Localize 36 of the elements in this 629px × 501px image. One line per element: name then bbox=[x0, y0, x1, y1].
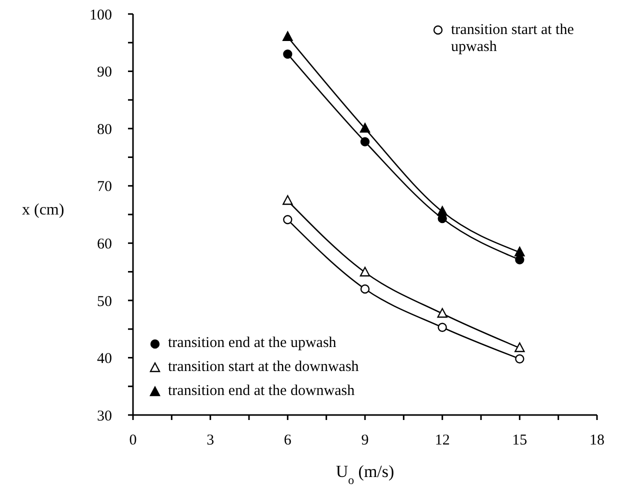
y-tick-label: 100 bbox=[90, 7, 112, 24]
x-tick-label: 6 bbox=[284, 432, 292, 449]
point bbox=[515, 255, 524, 264]
legend-label: transition start at the upwash bbox=[451, 22, 575, 56]
y-tick-label: 40 bbox=[97, 351, 112, 368]
x-tick-label: 3 bbox=[206, 432, 214, 449]
x-tick-label: 12 bbox=[434, 432, 450, 449]
point bbox=[360, 137, 370, 146]
point bbox=[437, 206, 448, 216]
point bbox=[283, 215, 292, 224]
y-tick-label: 70 bbox=[97, 179, 112, 196]
y-axis-title: x (cm) bbox=[22, 202, 64, 218]
legend-label: transition end at the upwash bbox=[168, 334, 336, 353]
point bbox=[360, 266, 370, 276]
point bbox=[514, 342, 525, 352]
y-tick-label: 30 bbox=[97, 408, 112, 424]
y-tick-label: 90 bbox=[97, 64, 112, 81]
legend-label: transition end at the downwash bbox=[168, 382, 355, 401]
point bbox=[360, 122, 370, 133]
y-tick-label: 80 bbox=[97, 122, 112, 138]
y-tick-label: 50 bbox=[97, 294, 112, 310]
point bbox=[283, 50, 292, 59]
x-tick-label: 15 bbox=[512, 432, 528, 449]
point bbox=[438, 322, 447, 332]
point bbox=[515, 354, 524, 364]
x-tick-label: 9 bbox=[361, 432, 369, 449]
point bbox=[514, 246, 525, 256]
point bbox=[282, 31, 293, 42]
x-axis-title: U$_{o}$ (m/s) bbox=[336, 462, 394, 487]
legend-label: transition start at the downwash bbox=[168, 358, 359, 377]
x-tick-label: 0 bbox=[129, 432, 137, 449]
point bbox=[437, 308, 448, 318]
x-tick-label: 18 bbox=[590, 432, 604, 449]
point bbox=[282, 195, 293, 205]
y-tick-label: 60 bbox=[97, 236, 112, 252]
point bbox=[360, 284, 370, 294]
